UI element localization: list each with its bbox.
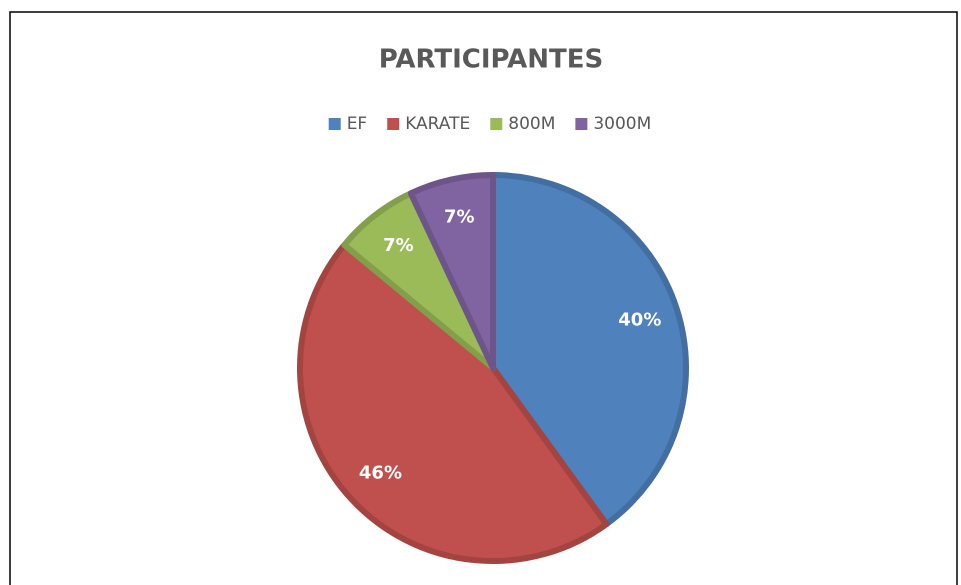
data-label: 7% — [444, 206, 475, 227]
legend-label: 800M — [508, 114, 555, 134]
pie-slice — [407, 172, 496, 371]
legend-swatch — [575, 118, 588, 130]
pie-slice — [297, 241, 610, 564]
pie-slice — [490, 172, 689, 528]
legend-label: EF — [347, 114, 368, 134]
legend-swatch — [328, 118, 341, 130]
legend: EF KARATE 800M 3000M — [328, 114, 651, 134]
pie: 40% 46% 7% 7% — [297, 172, 689, 564]
data-label: 7% — [383, 235, 414, 256]
chart-border — [9, 11, 958, 585]
legend-swatch — [387, 118, 400, 130]
data-label: 40% — [618, 309, 661, 330]
chart-title: PARTICIPANTES — [379, 45, 604, 75]
data-label: 46% — [359, 463, 402, 484]
legend-label: KARATE — [405, 114, 470, 134]
legend-swatch — [490, 118, 503, 130]
legend-label: 3000M — [593, 114, 651, 134]
